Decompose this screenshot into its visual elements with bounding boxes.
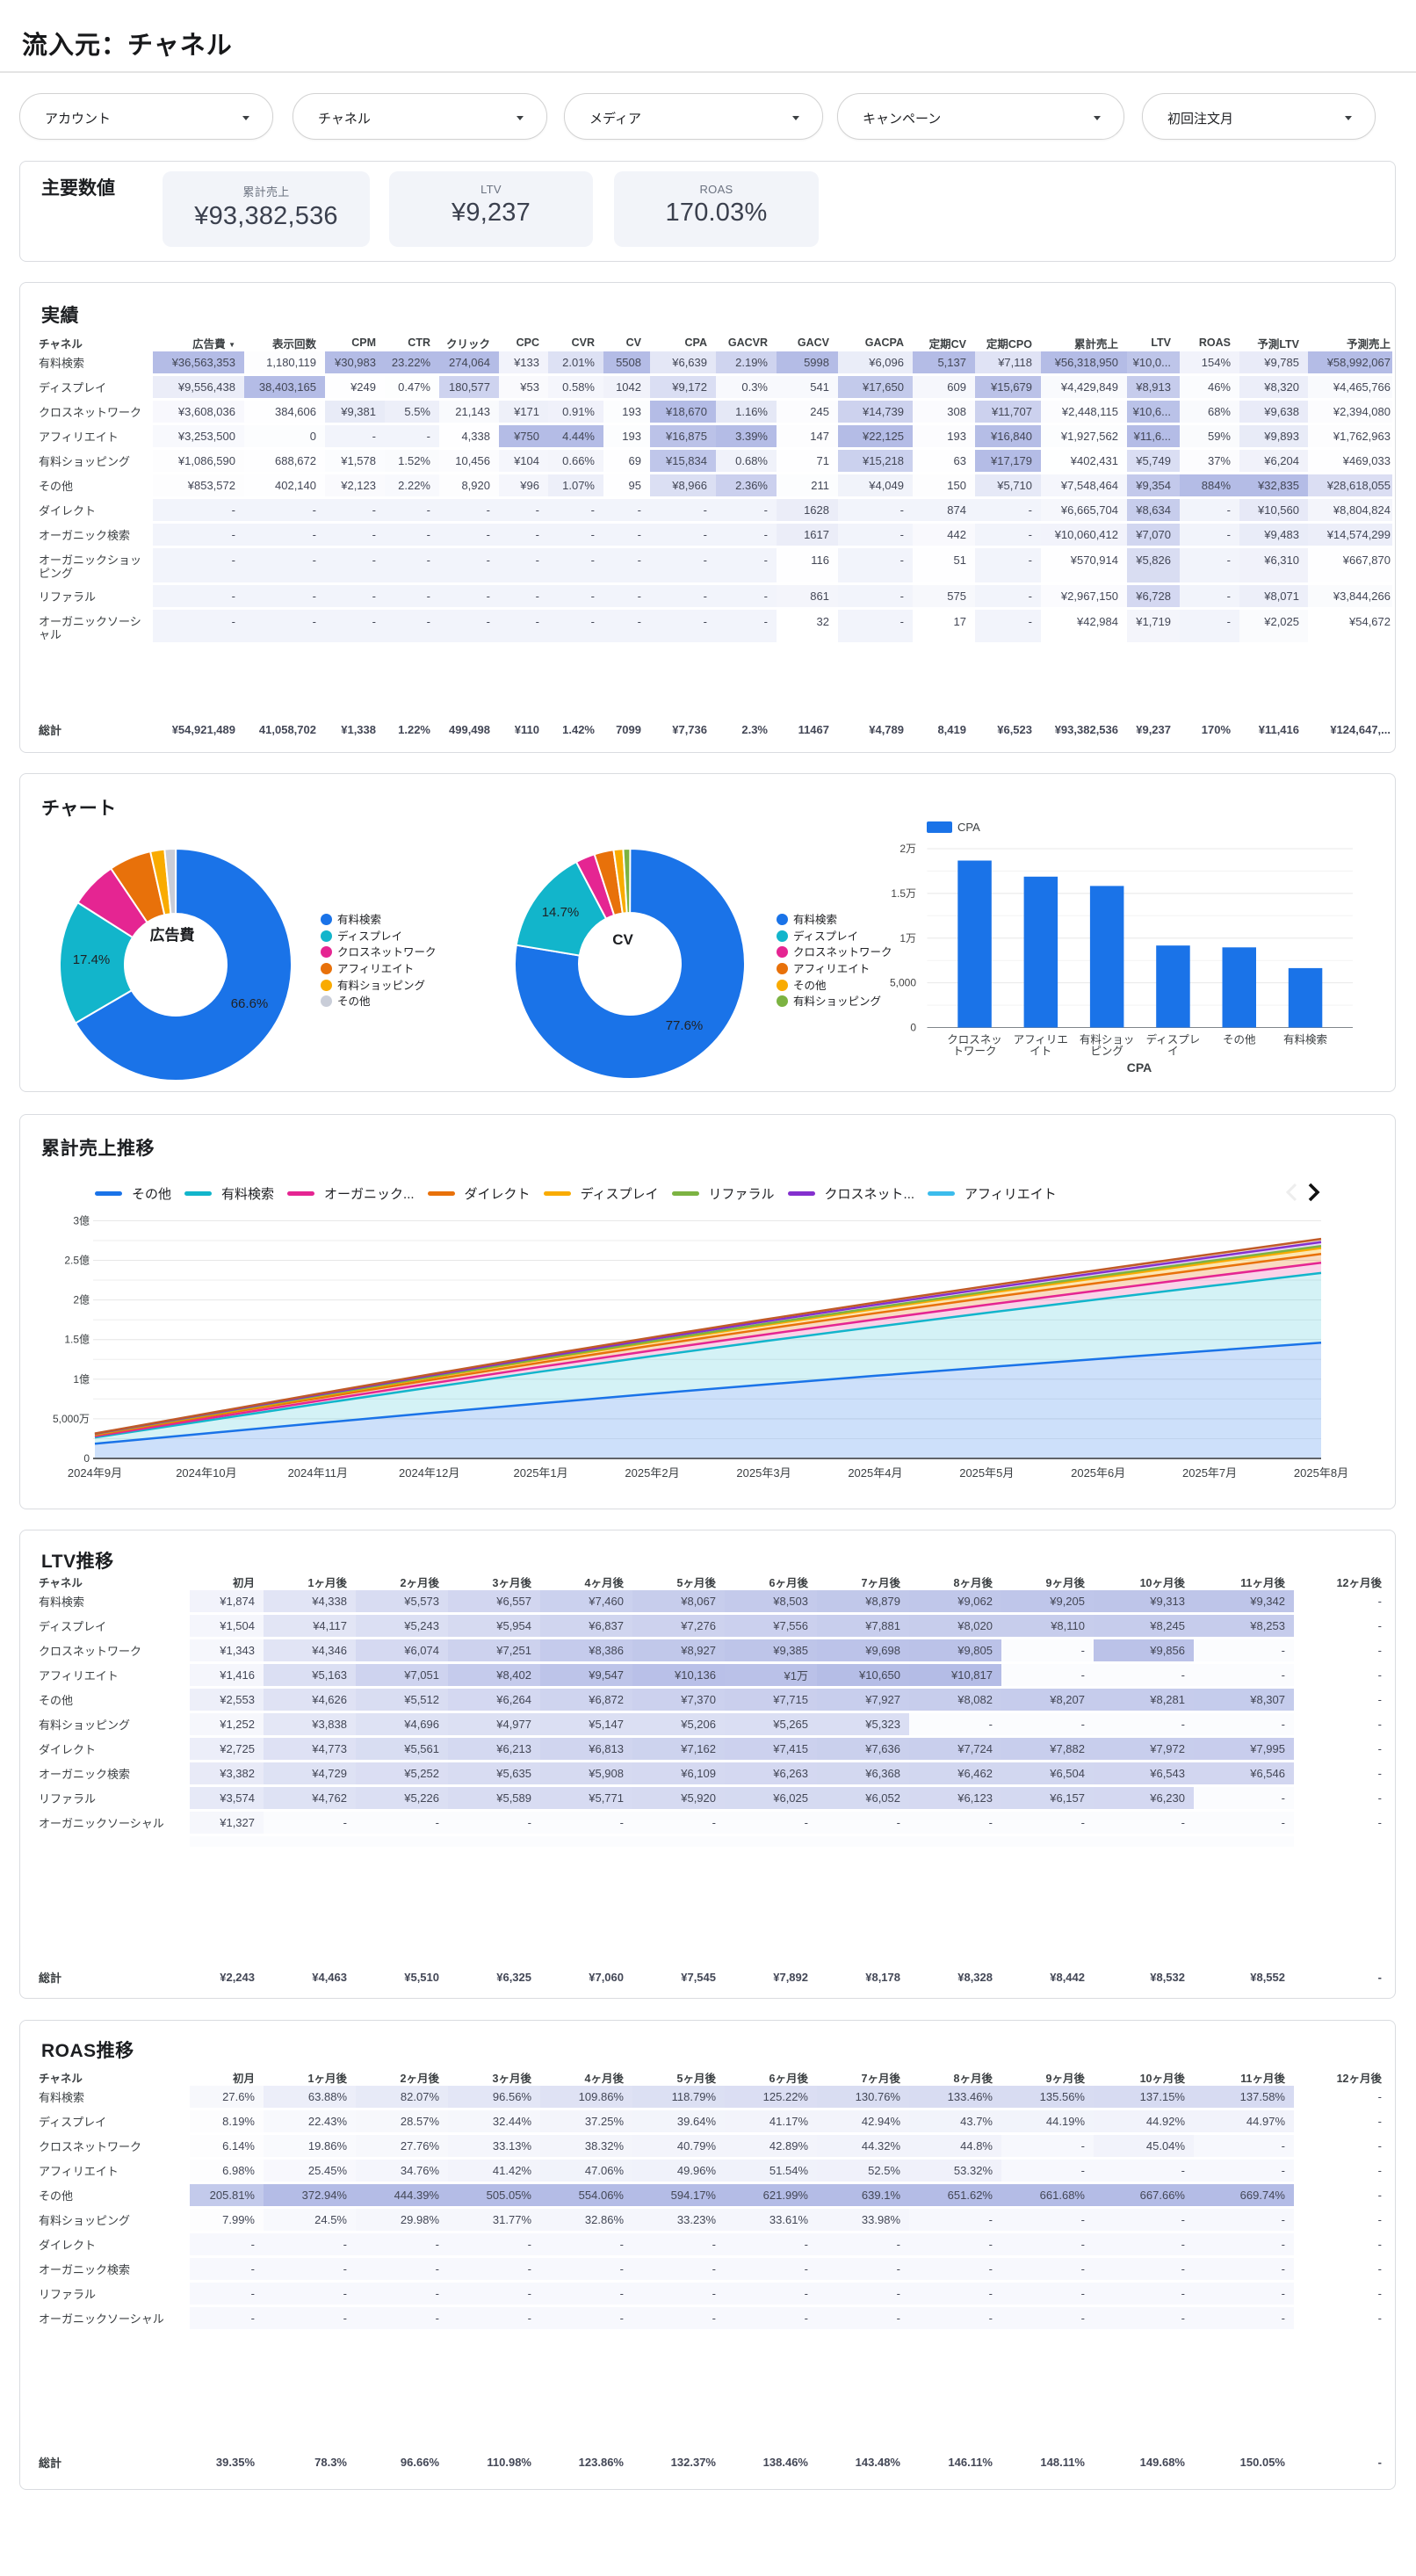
svg-text:アフィリエ: アフィリエ (1014, 1034, 1068, 1046)
svg-text:17.4%: 17.4% (73, 952, 111, 967)
svg-text:77.6%: 77.6% (666, 1018, 704, 1033)
svg-text:2025年6月: 2025年6月 (1071, 1466, 1125, 1480)
svg-text:イト: イト (1029, 1046, 1051, 1058)
svg-text:CPA: CPA (1127, 1060, 1152, 1075)
svg-text:ピング: ピング (1090, 1046, 1123, 1058)
svg-text:2025年4月: 2025年4月 (848, 1466, 902, 1480)
svg-text:3億: 3億 (73, 1214, 90, 1226)
svg-text:広告費: 広告費 (150, 926, 195, 944)
svg-text:2024年12月: 2024年12月 (399, 1466, 459, 1480)
svg-text:1億: 1億 (73, 1373, 90, 1386)
svg-text:2025年7月: 2025年7月 (1182, 1466, 1237, 1480)
svg-text:CV: CV (612, 931, 633, 948)
svg-text:14.7%: 14.7% (542, 905, 580, 920)
svg-text:イ: イ (1167, 1046, 1179, 1058)
svg-text:2025年8月: 2025年8月 (1294, 1466, 1348, 1480)
svg-text:1.5億: 1.5億 (64, 1334, 90, 1346)
svg-text:トワーク: トワーク (952, 1046, 996, 1058)
svg-text:有料ショッ: 有料ショッ (1080, 1034, 1135, 1046)
svg-text:CPA: CPA (957, 821, 980, 834)
svg-text:有料検索: 有料検索 (1283, 1034, 1327, 1046)
svg-text:ディスプレ: ディスプレ (1146, 1033, 1201, 1046)
svg-text:2025年5月: 2025年5月 (959, 1466, 1014, 1480)
svg-text:2.5億: 2.5億 (64, 1255, 90, 1267)
svg-text:5,000: 5,000 (890, 977, 916, 989)
svg-text:その他: その他 (1223, 1034, 1256, 1046)
svg-text:2億: 2億 (73, 1294, 90, 1306)
svg-text:1万: 1万 (899, 932, 916, 944)
svg-text:2024年10月: 2024年10月 (176, 1466, 236, 1480)
svg-text:1.5万: 1.5万 (891, 887, 916, 900)
svg-text:2025年3月: 2025年3月 (736, 1466, 791, 1480)
svg-text:2024年11月: 2024年11月 (288, 1466, 348, 1480)
svg-text:0: 0 (910, 1022, 916, 1034)
svg-text:2万: 2万 (899, 843, 916, 855)
svg-text:クロスネッ: クロスネッ (947, 1034, 1002, 1046)
svg-text:2025年2月: 2025年2月 (625, 1466, 679, 1480)
svg-text:2024年9月: 2024年9月 (68, 1466, 122, 1480)
svg-text:0: 0 (83, 1452, 90, 1465)
svg-text:5,000万: 5,000万 (53, 1413, 90, 1425)
svg-text:66.6%: 66.6% (231, 996, 269, 1011)
svg-text:2025年1月: 2025年1月 (514, 1466, 568, 1480)
